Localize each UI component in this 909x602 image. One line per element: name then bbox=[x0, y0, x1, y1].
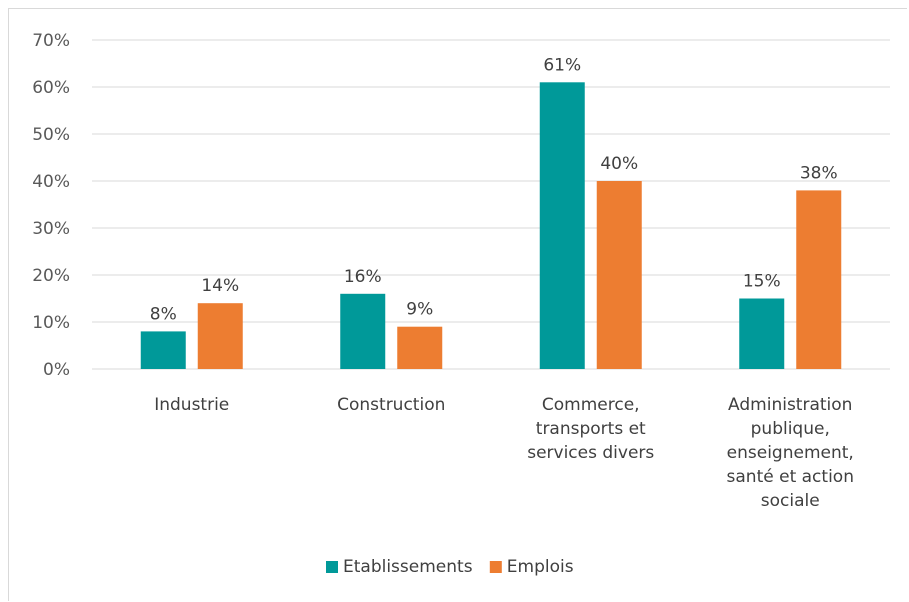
category-label: enseignement, bbox=[727, 443, 854, 463]
data-label: 9% bbox=[406, 300, 433, 320]
category-label: santé et action bbox=[727, 467, 854, 487]
data-label: 38% bbox=[800, 163, 838, 183]
data-label: 15% bbox=[743, 272, 781, 292]
bar bbox=[739, 298, 785, 369]
y-tick-label: 40% bbox=[32, 172, 70, 192]
y-tick-label: 10% bbox=[32, 313, 70, 333]
chart-frame bbox=[8, 8, 907, 601]
y-tick-label: 70% bbox=[32, 31, 70, 51]
bar bbox=[340, 293, 386, 369]
y-tick-label: 60% bbox=[32, 78, 70, 98]
data-label: 61% bbox=[543, 55, 581, 75]
category-label: Industrie bbox=[154, 395, 229, 415]
data-label: 40% bbox=[600, 154, 638, 174]
bar bbox=[796, 190, 842, 369]
y-tick-label: 20% bbox=[32, 266, 70, 286]
data-label: 8% bbox=[150, 304, 177, 324]
category-label: sociale bbox=[761, 491, 820, 511]
data-label: 14% bbox=[201, 276, 239, 296]
bar bbox=[596, 181, 642, 369]
bar bbox=[539, 82, 585, 370]
category-label: Administration bbox=[728, 395, 852, 415]
bar bbox=[397, 326, 443, 369]
legend-swatch bbox=[489, 561, 502, 573]
category-label: publique, bbox=[751, 419, 830, 439]
legend-label: Etablissements bbox=[343, 557, 473, 577]
bar bbox=[140, 331, 186, 369]
category-label: services divers bbox=[527, 443, 654, 463]
category-label: Construction bbox=[337, 395, 445, 415]
y-tick-label: 0% bbox=[43, 360, 70, 380]
y-tick-label: 30% bbox=[32, 219, 70, 239]
legend-label: Emplois bbox=[507, 557, 574, 577]
y-tick-label: 50% bbox=[32, 125, 70, 145]
bar bbox=[197, 303, 243, 369]
data-label: 16% bbox=[344, 267, 382, 287]
category-label: transports et bbox=[536, 419, 646, 439]
legend-swatch bbox=[326, 561, 338, 573]
category-label: Commerce, bbox=[542, 395, 640, 415]
